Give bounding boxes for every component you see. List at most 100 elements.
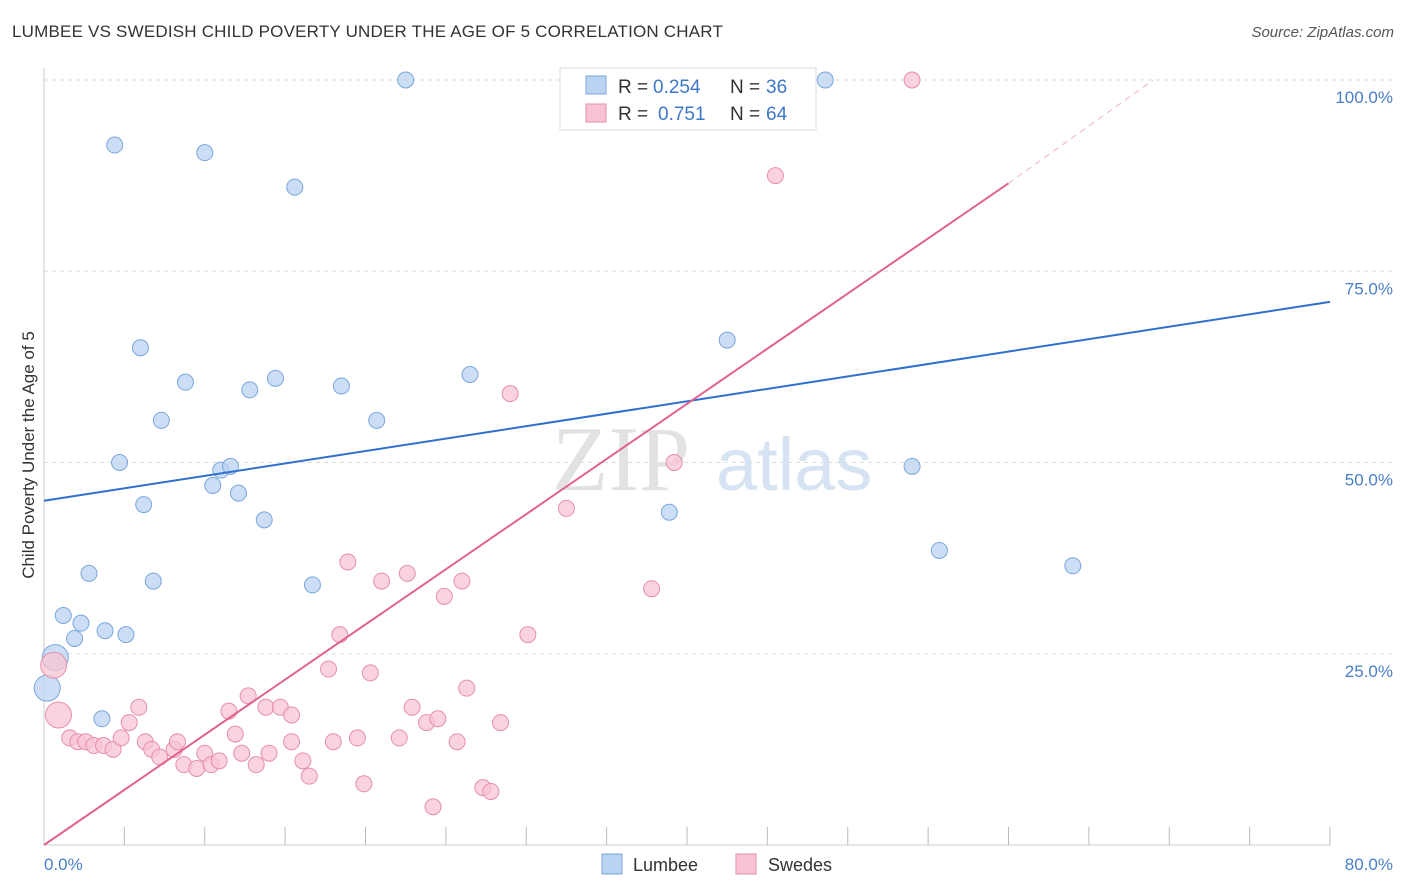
swedes-point-52 xyxy=(283,733,301,751)
swedes-point-11 xyxy=(435,587,453,605)
swedes-point-47 xyxy=(210,752,228,770)
legend-n-label-swedes: N = xyxy=(730,104,760,125)
swedes-point-14 xyxy=(519,626,537,644)
y-tick-label-1: 50.0% xyxy=(1345,471,1393,490)
swedes-point-62 xyxy=(482,782,500,800)
lumbee-point-7 xyxy=(176,373,194,391)
x-tick-label-min: 0.0% xyxy=(44,855,83,874)
chart-title: LUMBEE VS SWEDISH CHILD POVERTY UNDER TH… xyxy=(12,22,724,41)
swedes-point-42 xyxy=(168,733,186,751)
swedes-point-29 xyxy=(40,651,68,679)
swedes-point-5 xyxy=(665,454,683,471)
swedes-point-8 xyxy=(373,572,391,590)
series-legend: Lumbee Swedes xyxy=(601,853,832,875)
trend-lines xyxy=(43,79,1331,846)
bottom-legend-label-lumbee: Lumbee xyxy=(633,855,698,875)
swedes-point-10 xyxy=(453,572,471,590)
swedes-point-19 xyxy=(130,698,148,716)
swedes-point-48 xyxy=(226,725,244,743)
swedes-point-21 xyxy=(257,698,275,716)
swedes-trend-line-extension xyxy=(1008,79,1154,184)
legend-r-value-lumbee: 0.254 xyxy=(653,77,701,98)
swedes-point-56 xyxy=(348,729,366,747)
lumbee-point-10 xyxy=(332,377,350,395)
lumbee-point-2 xyxy=(106,136,124,154)
swedes-point-50 xyxy=(247,756,265,774)
swedes-point-58 xyxy=(390,729,408,747)
lumbee-point-4 xyxy=(286,178,304,196)
lumbee-point-28 xyxy=(54,607,72,624)
lumbee-point-18 xyxy=(230,484,248,502)
bottom-legend-swatch-swedes xyxy=(735,853,757,875)
lumbee-point-32 xyxy=(66,629,84,647)
legend-r-value-swedes: 0.751 xyxy=(658,104,706,125)
legend-n-value-lumbee: 36 xyxy=(766,77,787,98)
lumbee-point-29 xyxy=(72,614,90,632)
swedes-point-24 xyxy=(120,714,138,732)
legend-r-label-lumbee: R = xyxy=(618,77,648,98)
swedes-point-30 xyxy=(44,701,72,729)
swedes-point-60 xyxy=(448,733,466,751)
bottom-legend-swatch-lumbee xyxy=(601,853,623,875)
lumbee-point-24 xyxy=(1064,557,1082,575)
swedes-point-57 xyxy=(355,775,373,793)
legend-swatch-lumbee xyxy=(585,75,607,95)
lumbee-point-35 xyxy=(93,710,111,728)
lumbee-point-31 xyxy=(117,626,135,644)
swedes-point-7 xyxy=(339,553,357,571)
swedes-point-16 xyxy=(361,664,379,682)
swedes-point-53 xyxy=(294,752,312,770)
lumbee-point-5 xyxy=(718,331,736,349)
lumbee-point-13 xyxy=(368,411,386,429)
lumbee-point-34 xyxy=(33,674,61,702)
swedes-point-9 xyxy=(398,564,416,582)
lumbee-point-22 xyxy=(903,457,921,475)
lumbee-point-26 xyxy=(144,572,162,590)
x-tick-label-max: 80.0% xyxy=(1345,855,1393,874)
watermark-atlas: atlas xyxy=(716,423,872,506)
swedes-point-54 xyxy=(300,767,318,785)
y-axis-label: Child Poverty Under the Age of 5 xyxy=(19,331,38,579)
bottom-legend-label-swedes: Swedes xyxy=(768,855,832,875)
lumbee-point-27 xyxy=(303,576,321,594)
x-ticks xyxy=(123,827,1331,845)
swedes-point-12 xyxy=(643,580,661,598)
lumbee-point-0 xyxy=(397,71,415,89)
source-label: Source: ZipAtlas.com xyxy=(1251,24,1394,41)
swedes-point-55 xyxy=(324,733,342,751)
lumbee-point-21 xyxy=(660,503,678,521)
lumbee-point-14 xyxy=(111,454,129,471)
y-tick-label-0: 25.0% xyxy=(1345,662,1393,681)
swedes-point-28 xyxy=(492,714,510,732)
lumbee-point-6 xyxy=(131,339,149,357)
swedes-point-3 xyxy=(766,167,784,185)
lumbee-point-1 xyxy=(816,71,834,89)
swedes-point-59 xyxy=(424,798,442,816)
lumbee-point-8 xyxy=(266,369,284,387)
swedes-point-15 xyxy=(320,660,338,678)
legend-r-label-swedes: R = xyxy=(618,104,648,125)
lumbee-point-23 xyxy=(930,541,948,559)
swedes-point-51 xyxy=(260,744,278,762)
swedes-point-49 xyxy=(233,744,251,762)
lumbee-point-20 xyxy=(255,511,273,529)
swedes-trend-line xyxy=(43,182,1010,846)
lumbee-point-19 xyxy=(135,496,153,514)
lumbee-point-17 xyxy=(204,476,222,494)
swedes-point-17 xyxy=(458,679,476,697)
swedes-point-44 xyxy=(188,760,206,777)
lumbee-point-9 xyxy=(241,381,259,399)
y-tick-label-3: 100.0% xyxy=(1335,88,1393,107)
legend-swatch-swedes xyxy=(585,103,607,123)
swedes-point-6 xyxy=(557,499,575,517)
lumbee-point-12 xyxy=(152,411,170,429)
legend-n-label-lumbee: N = xyxy=(730,77,760,98)
swedes-point-23 xyxy=(283,706,301,724)
swedes-point-25 xyxy=(403,698,421,716)
legend-n-value-swedes: 64 xyxy=(766,104,788,125)
lumbee-point-30 xyxy=(96,622,114,640)
lumbee-trend-line xyxy=(43,300,1331,502)
correlation-legend: R = 0.254 N = 36 R = 0.751 N = 64 xyxy=(559,67,817,131)
y-tick-label-2: 75.0% xyxy=(1345,279,1393,298)
